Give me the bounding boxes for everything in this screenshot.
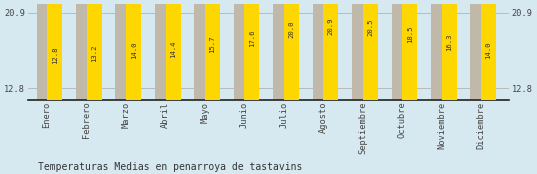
Bar xyxy=(126,0,141,100)
Text: 20.0: 20.0 xyxy=(288,21,294,38)
Text: 14.0: 14.0 xyxy=(130,42,136,59)
Bar xyxy=(431,0,452,100)
Bar xyxy=(244,0,259,100)
Bar xyxy=(155,0,176,100)
Text: 12.8: 12.8 xyxy=(52,46,58,64)
Bar xyxy=(234,0,255,100)
Bar xyxy=(481,0,496,100)
Bar xyxy=(313,0,333,100)
Text: 20.5: 20.5 xyxy=(367,19,373,36)
Bar xyxy=(47,0,62,100)
Bar xyxy=(76,0,97,100)
Bar xyxy=(194,0,215,100)
Bar xyxy=(165,0,180,100)
Text: 13.2: 13.2 xyxy=(91,45,97,62)
Bar xyxy=(37,0,57,100)
Bar xyxy=(352,0,373,100)
Bar xyxy=(273,0,294,100)
Text: 14.0: 14.0 xyxy=(485,42,491,59)
Bar xyxy=(470,0,491,100)
Bar xyxy=(363,0,378,100)
Bar xyxy=(391,0,412,100)
Bar xyxy=(115,0,136,100)
Text: 18.5: 18.5 xyxy=(407,26,412,44)
Bar xyxy=(323,0,338,100)
Text: 17.6: 17.6 xyxy=(249,29,255,47)
Text: Temperaturas Medias en penarroya de tastavins: Temperaturas Medias en penarroya de tast… xyxy=(38,162,302,172)
Text: 20.9: 20.9 xyxy=(328,17,334,35)
Bar xyxy=(205,0,220,100)
Text: 15.7: 15.7 xyxy=(209,36,215,53)
Bar xyxy=(284,0,299,100)
Text: 14.4: 14.4 xyxy=(170,41,176,58)
Bar xyxy=(402,0,417,100)
Bar xyxy=(86,0,101,100)
Bar xyxy=(441,0,456,100)
Text: 16.3: 16.3 xyxy=(446,34,452,51)
